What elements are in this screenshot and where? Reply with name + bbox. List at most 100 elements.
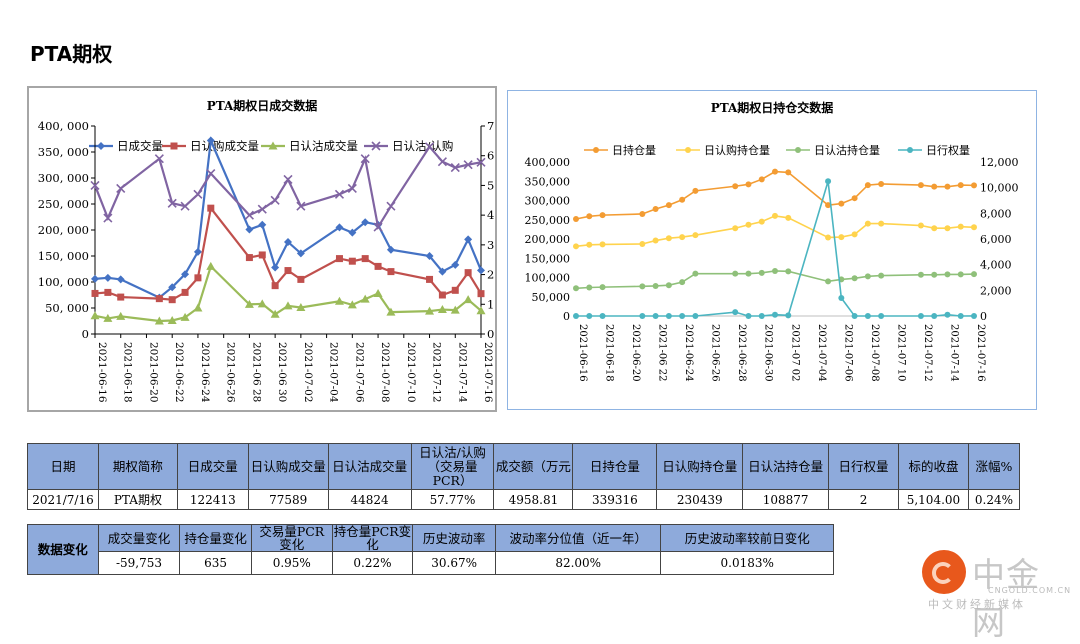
legend-label: 日认沽持仓量 <box>814 143 880 157</box>
data-point <box>917 222 924 229</box>
y-tick-label: 0 <box>563 310 570 323</box>
data-point <box>838 295 845 302</box>
legend-item: 日认沽持仓量 <box>786 143 880 157</box>
data-point <box>154 154 164 164</box>
x-tick-label: 2021-07-16 <box>482 342 494 403</box>
logo-subtitle: 中文财经新媒体 <box>928 598 1026 611</box>
data-point <box>361 218 370 227</box>
x-tick-label: 2021-07-12 <box>922 324 933 382</box>
data-point <box>360 294 370 303</box>
daily-summary-table: 日期 期权简称 日成交量 日认购成交量 日认沽成交量 日认沽/认购 （交易量 PCR） 成交… <box>27 443 1021 510</box>
table-cell: 122413 <box>176 489 249 510</box>
data-point <box>91 274 99 283</box>
data-point <box>374 262 382 270</box>
data-point <box>586 313 593 319</box>
y2-tick-label: 30 <box>487 238 495 252</box>
legend-marker <box>97 142 105 150</box>
data-point <box>864 313 871 319</box>
data-point <box>838 200 845 207</box>
data-point <box>296 302 306 311</box>
data-point <box>464 269 472 277</box>
data-point <box>168 283 177 292</box>
table-cell: 30.67% <box>412 551 496 575</box>
x-tick-label: 2021-07-10 <box>405 342 417 403</box>
data-point <box>373 288 383 297</box>
legend-item: 日认购成交量 <box>162 139 259 153</box>
data-point <box>387 268 395 276</box>
data-point <box>437 305 447 314</box>
data-point <box>425 252 434 260</box>
data-point <box>679 313 686 319</box>
data-point <box>758 176 765 183</box>
table-cell: 日认沽持仓量 <box>742 443 830 490</box>
data-point <box>825 278 832 285</box>
data-point <box>944 183 951 190</box>
data-point <box>116 311 126 320</box>
y-tick-label: 300, 000 <box>38 171 89 185</box>
logo-icon <box>922 550 966 594</box>
table-cell: 44824 <box>327 489 412 510</box>
data-point <box>573 243 579 250</box>
table-cell: 历史波动率 <box>412 524 496 552</box>
y-tick-label: 350,000 <box>525 175 571 188</box>
logo-url: CNGOLD.COM.CN <box>988 586 1072 595</box>
data-point <box>825 234 832 241</box>
table-cell: 持仓量变化 <box>179 524 252 552</box>
data-point <box>155 295 163 303</box>
x-tick-label: 2021-06-20 <box>630 324 641 382</box>
x-tick-label: 2021-06-16 <box>96 342 108 403</box>
data-point <box>957 313 964 319</box>
legend-item: 日持仓量 <box>584 143 656 157</box>
y-tick-label: 300,000 <box>525 195 571 208</box>
x-tick-label: 2021-06 30 <box>276 342 288 402</box>
y-tick-label: 150,000 <box>525 252 571 265</box>
data-point <box>878 272 885 279</box>
table-cell: 日持仓量 <box>572 443 658 490</box>
data-point <box>117 293 125 301</box>
y2-tick-label: 8,000 <box>980 207 1012 220</box>
table-cell: 0.24% <box>967 489 1021 510</box>
data-point <box>785 214 792 221</box>
data-point <box>665 313 672 319</box>
data-point <box>957 182 964 189</box>
data-point <box>207 204 215 212</box>
data-point <box>90 180 100 190</box>
x-tick-label: 2021-06 28 <box>250 342 262 402</box>
legend-label: 日认沽/认购 <box>392 139 453 153</box>
y-tick-label: 400,000 <box>525 156 571 169</box>
data-point <box>437 157 447 167</box>
data-point <box>283 174 293 185</box>
data-point <box>599 284 606 291</box>
y2-tick-label: 6,000 <box>980 233 1012 246</box>
y2-tick-label: 10,000 <box>980 182 1019 195</box>
y2-tick-label: 20 <box>487 268 495 282</box>
data-point <box>244 299 254 308</box>
y-tick-label: 200,000 <box>525 233 571 246</box>
data-point <box>90 311 100 320</box>
x-tick-label: 2021-07-14 <box>948 324 959 382</box>
y-tick-label: 150, 000 <box>38 249 89 263</box>
data-point <box>665 235 672 242</box>
x-tick-label: 2021-06-18 <box>122 342 134 403</box>
data-point <box>971 312 977 319</box>
data-point <box>386 245 395 254</box>
table-header-row: 日期 期权简称 日成交量 日认购成交量 日认沽成交量 日认沽/认购 （交易量 PCR） 成交… <box>27 443 1021 490</box>
x-tick-label: 2021-06-26 <box>225 342 237 403</box>
table-cell: 82.00% <box>494 551 662 575</box>
table-cell: 108877 <box>742 489 830 510</box>
series-3 <box>90 142 486 232</box>
data-point <box>732 309 739 316</box>
data-point <box>360 154 370 164</box>
data-point <box>464 235 473 244</box>
data-point <box>639 210 646 217</box>
legend-marker <box>593 147 599 153</box>
table-cell: 5,104.00 <box>897 489 969 510</box>
data-point <box>679 279 686 286</box>
series-0 <box>91 136 485 302</box>
x-tick-label: 2021-07 10 <box>895 324 906 381</box>
data-point <box>386 201 396 211</box>
chart-title: PTA期权日成交数据 <box>207 98 318 113</box>
data-point <box>785 268 792 275</box>
data-point <box>167 315 177 324</box>
chart-legend: 日持仓量 日认购持仓量 日认沽持仓量 日行权量 <box>584 143 970 157</box>
